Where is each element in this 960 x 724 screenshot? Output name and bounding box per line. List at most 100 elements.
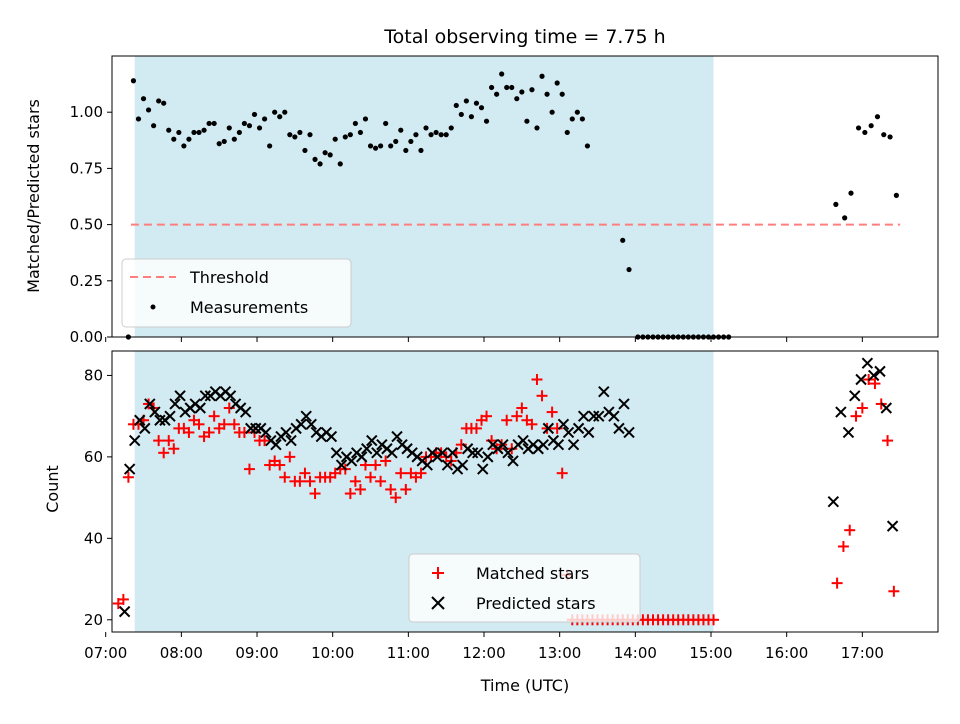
measurement-point	[297, 129, 303, 136]
predicted-star-point	[366, 434, 378, 447]
matched-star-point	[243, 463, 255, 475]
predicted-star-point	[537, 438, 549, 451]
predicted-star-point	[623, 426, 635, 439]
bottom-panel: 20 40 60 80 07:00 08:00 09:00 10:00 11:00 12:00 1…	[43, 350, 939, 695]
measurement-point	[519, 89, 525, 95]
predicted-star-point	[502, 447, 514, 459]
measurement-point	[342, 134, 348, 140]
matched-star-point	[238, 426, 250, 438]
bottom-x-tick-label: 08:00	[160, 644, 203, 662]
predicted-star-point	[335, 459, 348, 471]
measurement-point	[868, 123, 874, 129]
matched-star-point	[203, 426, 215, 438]
predicted-star-point	[842, 426, 855, 439]
predicted-star-marker-b	[567, 438, 580, 451]
measurement-point	[544, 91, 550, 97]
top-legend-measurement-swatch	[150, 304, 156, 310]
predicted-star-marker-b	[199, 390, 212, 402]
predicted-star-marker-b	[623, 426, 635, 439]
matched-star-point	[481, 410, 493, 422]
predicted-star-marker-b	[588, 410, 600, 422]
predicted-star-marker-b	[305, 418, 317, 431]
measurement-point	[483, 118, 490, 124]
bottom-x-tick-label: 14:00	[614, 644, 657, 662]
predicted-star-marker-b	[577, 410, 590, 422]
predicted-star-marker-b	[867, 369, 880, 382]
measurement-point	[388, 143, 394, 149]
predicted-star-point	[325, 430, 338, 443]
bottom-x-tick-label: 17:00	[841, 644, 884, 662]
predicted-star-marker-b	[537, 438, 549, 451]
measurement-point	[549, 109, 555, 115]
predicted-star-marker-b	[169, 398, 181, 410]
predicted-star-point	[618, 398, 630, 410]
predicted-star-marker-b	[552, 438, 565, 451]
predicted-star-point	[567, 438, 580, 451]
measurement-point	[156, 98, 162, 104]
measurement-point	[383, 120, 389, 127]
measurement-point	[534, 125, 540, 131]
predicted-star-point	[886, 520, 899, 532]
matched-star-point	[850, 410, 862, 422]
measurement-point	[151, 123, 157, 129]
top-axes-frame	[111, 55, 939, 338]
measurement-point	[874, 114, 881, 120]
matched-star-point	[208, 410, 220, 422]
predicted-star-point	[361, 443, 373, 455]
predicted-star-point	[355, 451, 368, 463]
predicted-star-point	[118, 605, 131, 618]
predicted-star-point	[552, 438, 565, 451]
predicted-star-marker-b	[386, 447, 398, 459]
matched-star-point	[455, 439, 467, 451]
predicted-star-point	[386, 447, 398, 459]
predicted-star-marker-b	[880, 402, 893, 414]
measurement-point	[256, 125, 263, 131]
predicted-star-marker-b	[330, 447, 343, 459]
top-legend-threshold-label: Threshold	[189, 268, 269, 287]
predicted-star-marker-b	[557, 418, 570, 431]
predicted-star-point	[582, 426, 595, 439]
matched-star-point	[415, 467, 427, 479]
predicted-star-marker-b	[618, 398, 630, 410]
measurement-point	[473, 100, 480, 106]
predicted-star-marker-b	[421, 459, 433, 471]
predicted-star-marker-b	[827, 495, 840, 508]
measurement-point	[186, 136, 192, 142]
bottom-x-tick-label: 15:00	[689, 644, 732, 662]
matched-star-point	[708, 614, 720, 626]
predicted-star-marker-b	[391, 430, 403, 443]
measurement-point	[307, 132, 313, 138]
matched-star-point	[844, 524, 856, 536]
matched-star-point	[349, 475, 361, 487]
bottom-x-tick-label: 12:00	[462, 644, 505, 662]
predicted-star-marker-b	[154, 414, 166, 426]
bottom-y-tick-label: 60	[84, 448, 103, 466]
matched-star-point	[385, 483, 397, 495]
bottom-legend-predicted-swatch	[431, 596, 445, 610]
measurement-point	[433, 129, 439, 136]
measurement-point	[206, 120, 212, 127]
matched-star-point	[551, 422, 563, 434]
predicted-star-marker-b	[118, 605, 131, 618]
measurement-point	[408, 138, 414, 145]
predicted-star-point	[849, 390, 861, 402]
measurement-point	[539, 73, 545, 79]
top-x-axis	[105, 337, 863, 342]
measurement-point	[423, 125, 429, 131]
predicted-star-point	[305, 418, 317, 431]
predicted-star-marker-b	[194, 402, 206, 414]
bottom-axes-frame	[111, 350, 939, 633]
predicted-star-point	[497, 438, 509, 451]
measurement-point	[226, 125, 232, 131]
measurement-point	[241, 120, 248, 127]
predicted-star-point	[482, 451, 494, 463]
measurement-point	[251, 111, 258, 118]
measurement-point	[428, 132, 434, 138]
predicted-star-point	[577, 410, 590, 422]
measurement-point	[574, 109, 580, 115]
bottom-x-tick-label: 09:00	[235, 644, 278, 662]
measurement-point	[140, 96, 147, 102]
matched-star-point	[470, 422, 482, 434]
measurement-point	[488, 84, 495, 91]
predicted-star-marker-b	[335, 459, 348, 471]
